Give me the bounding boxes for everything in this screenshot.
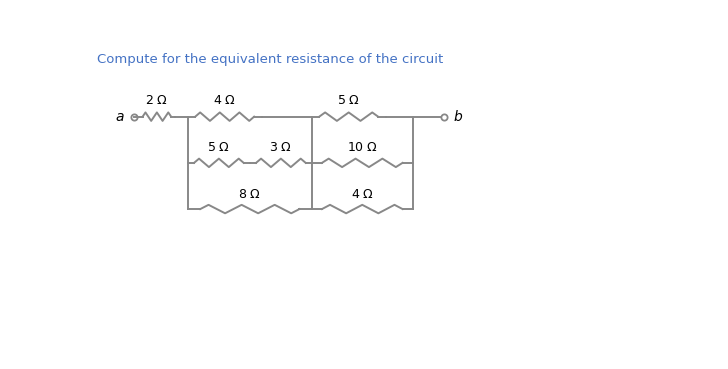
- Text: 8 $\Omega$: 8 $\Omega$: [238, 187, 261, 201]
- Text: 4 $\Omega$: 4 $\Omega$: [351, 187, 373, 201]
- Text: 2 $\Omega$: 2 $\Omega$: [146, 94, 168, 107]
- Text: a: a: [115, 110, 124, 124]
- Text: 5 $\Omega$: 5 $\Omega$: [207, 141, 230, 154]
- Text: 3 $\Omega$: 3 $\Omega$: [269, 141, 293, 154]
- Text: Compute for the equivalent resistance of the circuit: Compute for the equivalent resistance of…: [98, 53, 443, 66]
- Text: 5 $\Omega$: 5 $\Omega$: [337, 94, 360, 107]
- Text: 10 $\Omega$: 10 $\Omega$: [347, 141, 378, 154]
- Text: 4 $\Omega$: 4 $\Omega$: [213, 94, 236, 107]
- Text: b: b: [454, 110, 462, 124]
